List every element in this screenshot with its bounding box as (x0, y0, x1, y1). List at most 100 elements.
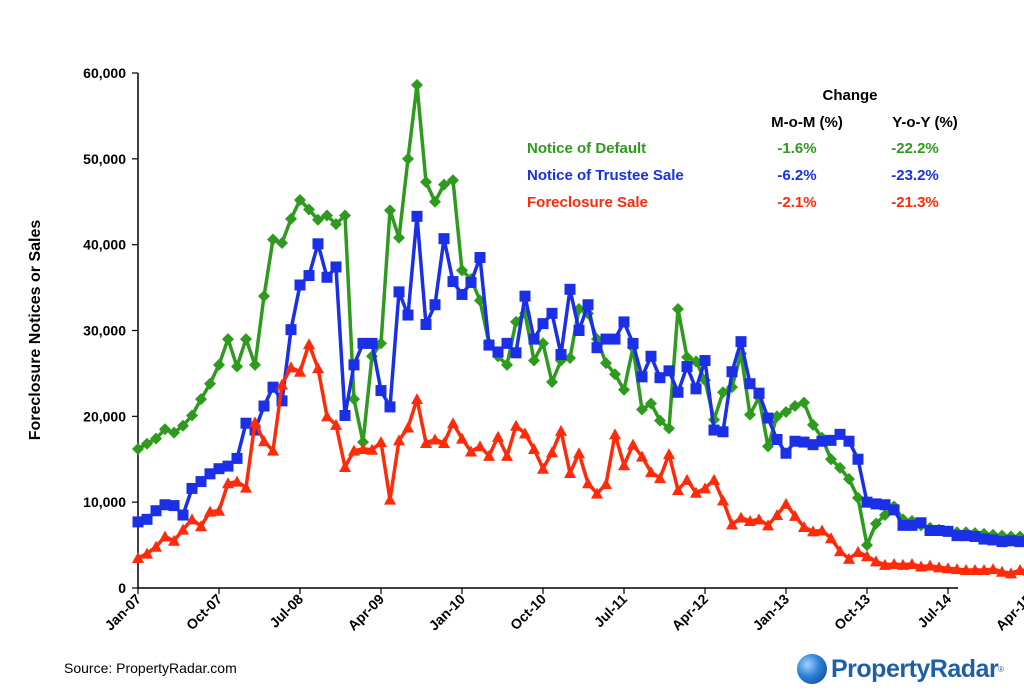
data-point (177, 509, 189, 521)
data-point (636, 371, 648, 383)
data-point (654, 372, 666, 384)
data-point (186, 513, 198, 525)
default-mom-value: -1.6% (777, 140, 816, 157)
data-point (393, 231, 405, 244)
data-point (330, 261, 342, 273)
table-header-mom: M-o-M (%) (771, 114, 843, 131)
data-point (132, 551, 144, 563)
data-point (483, 449, 495, 461)
data-point (456, 264, 468, 277)
series-line (137, 342, 1024, 576)
data-point (447, 276, 459, 288)
data-point (708, 473, 720, 485)
data-point (321, 209, 333, 222)
data-point (303, 270, 315, 282)
data-point (213, 504, 225, 516)
y-tick-label: 60,000 (83, 65, 126, 81)
data-point (267, 444, 279, 456)
x-tick-label: Oct-07 (183, 591, 225, 633)
data-point (177, 419, 189, 432)
data-point (735, 511, 747, 523)
data-point (915, 560, 927, 572)
data-point (726, 518, 738, 530)
data-point (519, 427, 531, 439)
data-point (978, 563, 990, 575)
data-point (240, 333, 252, 346)
data-point (609, 368, 621, 381)
data-point (546, 307, 558, 319)
data-point (672, 386, 684, 398)
data-point (501, 337, 513, 349)
data-point (438, 436, 450, 448)
propertyradar-logo: PropertyRadar ® (797, 652, 1004, 686)
data-point (681, 361, 693, 373)
data-point (294, 194, 306, 207)
series-foreclosure-sale (132, 338, 1024, 579)
data-point (168, 534, 180, 546)
data-point (357, 337, 369, 349)
data-point (258, 435, 270, 447)
data-point (843, 435, 855, 447)
data-point (348, 359, 360, 371)
y-tick-label: 50,000 (83, 151, 126, 167)
data-point (1014, 563, 1024, 575)
data-point (744, 378, 756, 390)
data-point (384, 401, 396, 413)
data-point (987, 534, 999, 546)
data-point (663, 448, 675, 460)
data-point (969, 563, 981, 575)
data-point (699, 482, 711, 494)
y-tick-label: 20,000 (83, 408, 126, 424)
data-point (141, 547, 153, 559)
data-point (528, 442, 540, 454)
data-point (807, 525, 819, 537)
data-point (825, 453, 837, 466)
data-point (168, 426, 180, 439)
data-point (231, 452, 243, 464)
data-point (402, 152, 414, 165)
data-point (591, 487, 603, 499)
data-point (204, 505, 216, 517)
data-point (348, 393, 360, 406)
data-point (159, 530, 171, 542)
data-point (951, 563, 963, 575)
data-point (735, 336, 747, 348)
data-point (375, 436, 387, 448)
data-point (924, 524, 936, 536)
data-point (537, 318, 549, 330)
y-tick-label: 30,000 (83, 323, 126, 339)
data-point (960, 563, 972, 575)
data-point (339, 460, 351, 472)
data-point (564, 351, 576, 364)
data-point (285, 212, 297, 225)
data-point (654, 472, 666, 484)
data-point (276, 395, 288, 407)
data-point (411, 79, 423, 92)
data-point (987, 563, 999, 575)
y-axis-ticks: 0 10,000 20,000 30,000 40,000 50,000 60,000 (83, 65, 138, 596)
data-point (402, 309, 414, 321)
data-point (618, 459, 630, 471)
data-point (600, 357, 612, 370)
data-point (582, 477, 594, 489)
data-point (420, 318, 432, 330)
data-point (357, 442, 369, 454)
data-point (771, 509, 783, 521)
data-point (186, 482, 198, 494)
data-point (789, 509, 801, 521)
registered-mark: ® (998, 664, 1005, 674)
data-point (1005, 567, 1017, 579)
series-layer (132, 79, 1024, 579)
data-point (924, 559, 936, 571)
data-point (294, 279, 306, 291)
data-point (447, 174, 459, 187)
data-point (762, 519, 774, 531)
trustee-yoy-value: -23.2% (891, 167, 939, 184)
data-point (402, 421, 414, 433)
x-tick-label: Jan-13 (749, 591, 792, 634)
source-note: Source: PropertyRadar.com (64, 660, 237, 676)
data-point (816, 524, 828, 536)
data-point (510, 419, 522, 431)
data-point (609, 428, 621, 440)
legend-notice-of-trustee-sale: Notice of Trustee Sale (527, 167, 684, 184)
